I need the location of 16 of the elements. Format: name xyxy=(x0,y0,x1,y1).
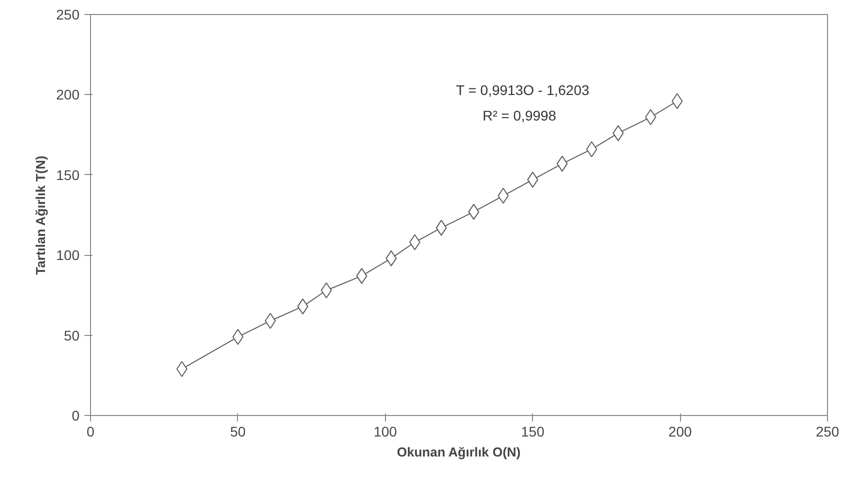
y-tick-label: 200 xyxy=(56,86,80,103)
y-axis-title: Tartılan Ağırlık T(N) xyxy=(33,156,48,275)
y-tick-label: 100 xyxy=(56,247,80,264)
y-tick-label: 0 xyxy=(72,408,80,424)
y-tick-label: 50 xyxy=(64,327,80,344)
x-tick-label: 0 xyxy=(86,424,95,440)
x-tick-label: 100 xyxy=(374,424,398,440)
annotation: R² = 0,9998 xyxy=(482,108,556,124)
annotation: T = 0,9913O - 1,6203 xyxy=(456,82,590,98)
x-tick-label: 150 xyxy=(521,424,545,440)
x-tick-label: 250 xyxy=(816,424,840,440)
x-tick-label: 200 xyxy=(668,424,692,440)
y-tick-label: 150 xyxy=(56,166,80,183)
x-tick-label: 50 xyxy=(230,424,246,440)
x-axis-title: Okunan Ağırlık O(N) xyxy=(396,444,521,460)
y-tick-label: 250 xyxy=(56,6,80,22)
